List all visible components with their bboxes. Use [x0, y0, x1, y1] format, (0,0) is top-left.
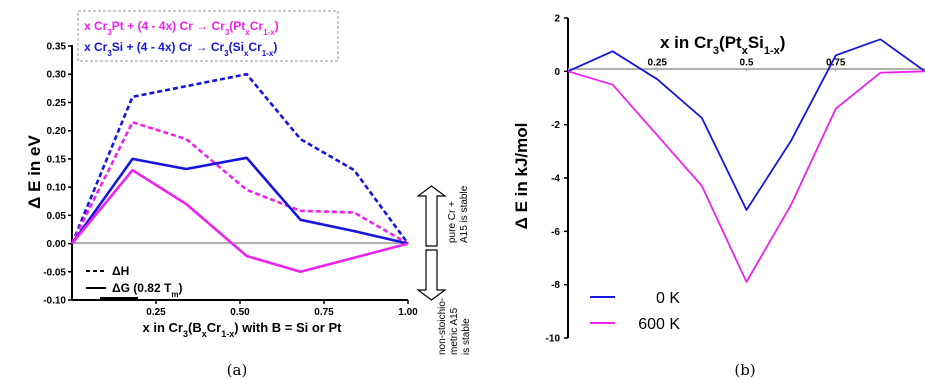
panel-b-x-tick-label: 0.75 [826, 57, 846, 68]
panel-a-x-tick-label: 0.50 [230, 307, 250, 318]
panel-a-series-line-3 [70, 168, 409, 274]
panel-a-y-tick-label: 0.25 [47, 98, 67, 109]
panel-b-chart: 20-2-4-6-8-10 0.25 0.5 0.75 Δ E in kJ/mol … [512, 14, 925, 379]
panel-a-y-tick-label: 0.30 [47, 70, 67, 81]
panel-a-y-tick-label: 0.20 [47, 126, 67, 137]
panel-a-chart: -0.10 -0.05 0.00 0.05 0.10 0.15 0.20 0.25 0.30 0.… [25, 10, 472, 379]
panel-b-y-tick-label: -4 [551, 174, 560, 185]
side-label-top: pure Cr + A15 is stable [447, 185, 470, 243]
panel-b-y-tick-label: -6 [551, 227, 560, 238]
panel-b-x-tick-label: 0.5 [740, 57, 754, 68]
panel-a-y-tick-label: 0.10 [47, 183, 67, 194]
panel-b-y-tick-label: -2 [551, 120, 560, 131]
legend-dg-label: ΔG (0.82 Tm) [112, 281, 182, 299]
panel-a-caption: (a) [227, 361, 248, 379]
panel-b-y-axis-label: Δ E in kJ/mol [512, 123, 531, 230]
legend-dh-label: ΔH [112, 264, 129, 278]
panel-a-y-tick-label: 0.00 [47, 239, 67, 250]
panel-a-series-line-0 [70, 72, 410, 245]
panel-a-y-tick-label: 0.35 [47, 42, 67, 53]
panel-a-y-tick-label: -0.05 [43, 267, 66, 278]
panel-a-legend-box [77, 10, 339, 62]
legend-0k-label: 0 K [656, 290, 680, 307]
panel-b-y-tick-label: 2 [554, 14, 560, 25]
panel-a-y-tick-label: -0.10 [43, 296, 66, 307]
panel-a-series-line-2 [70, 156, 409, 245]
legend-600k-label: 600 K [638, 316, 680, 333]
panel-b-series-line-1 [567, 70, 925, 283]
panel-b-x-tick-label: 0.25 [648, 57, 668, 68]
panel-b-caption: (b) [734, 361, 755, 379]
panel-a-x-tick-label: 0.25 [146, 307, 166, 318]
legend-pt-reaction: x Cr3Pt + (4 - 4x) Cr → Cr3(PtxCr1-x) [84, 19, 279, 37]
panel-a-x-tick-label: 1.00 [398, 307, 418, 318]
panel-a-x-tick-label: 0.75 [314, 307, 334, 318]
side-label-bottom: non-stoichio- metric A15 is stable [437, 295, 472, 355]
arrow-down-icon [416, 249, 447, 301]
panel-a-y-tick-label: 0.05 [47, 211, 67, 222]
legend-si-reaction: x Cr3Si + (4 - 4x) Cr → Cr3(SixCr1-x) [84, 40, 277, 58]
panel-a-y-tick-label: 0.15 [47, 154, 67, 165]
panel-b-y-tick-label: 0 [554, 67, 560, 78]
panel-b-series-line-0 [567, 38, 925, 211]
arrow-up-icon [416, 185, 447, 247]
panel-b-title: x in Cr3(PtxSi1-x) [660, 33, 785, 57]
panel-a-y-axis-label: Δ E in eV [25, 135, 44, 209]
panel-a-x-axis-label: x in Cr3(BxCr1-x) with B = Si or Pt [143, 320, 343, 339]
panel-b-y-tick-label: -10 [546, 334, 561, 345]
panel-b-y-tick-label: -8 [551, 280, 560, 291]
